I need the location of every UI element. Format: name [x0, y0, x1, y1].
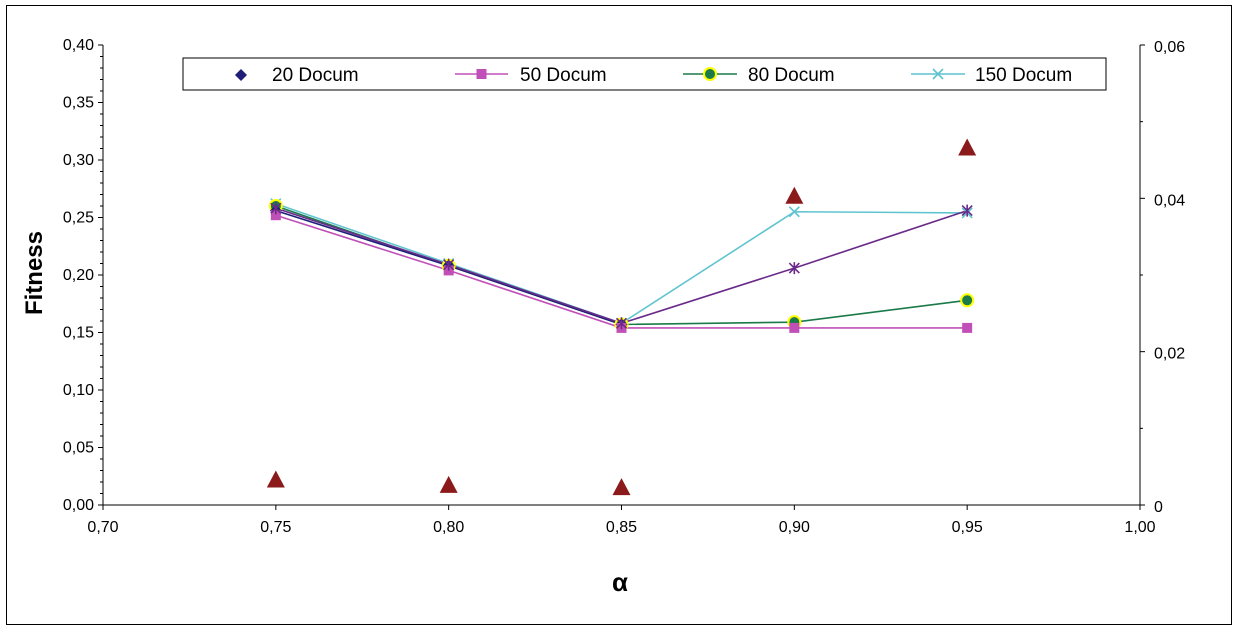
x-tick-label: 0,75	[260, 519, 291, 536]
data-point-4	[788, 262, 800, 275]
series-line-2	[275, 205, 968, 326]
y-tick-label: 0,10	[63, 382, 94, 399]
y-tick-label: 0,25	[63, 210, 94, 227]
legend-label: 150 Docum	[975, 65, 1072, 86]
x-tick-label: 0,80	[433, 519, 464, 536]
legend: 20 Docum 50 Docum 80 Docum 150 Docum	[182, 57, 1107, 91]
series-line-3	[275, 202, 968, 325]
y2-tick-label: 0,06	[1154, 39, 1185, 56]
legend-label: 80 Docum	[748, 65, 835, 86]
data-point-5	[439, 475, 458, 493]
y2-tick-label: 0	[1154, 499, 1163, 516]
data-point-1	[789, 322, 800, 333]
data-point-5	[785, 186, 804, 204]
x-tick-label: 0,85	[606, 519, 637, 536]
y-tick-label: 0,20	[63, 267, 94, 284]
series-markers	[266, 138, 977, 496]
y-tick-label: 0,15	[63, 325, 94, 342]
x-tick-label: 1,00	[1124, 519, 1155, 536]
data-point-5	[266, 470, 285, 488]
legend-swatch-marker	[235, 69, 247, 81]
y-tick-label: 0,00	[63, 497, 94, 514]
data-point-1	[962, 322, 973, 333]
data-point-5	[612, 478, 631, 496]
ticks: 0,00 0,05 0,10 0,15 0,20 0,25 0,30 0,35 0,40 0 0,0…	[63, 37, 1185, 536]
data-point-2	[960, 293, 975, 308]
data-point-4	[443, 258, 455, 271]
y-tick-label: 0,35	[63, 95, 94, 112]
x-tick-label: 0,70	[87, 519, 118, 536]
x-tick-label: 0,95	[952, 519, 983, 536]
legend-label: 50 Docum	[520, 65, 607, 86]
x-tick-label: 0,90	[779, 519, 810, 536]
y-axis-title: Fitness	[21, 231, 48, 315]
y-tick-label: 0,30	[63, 152, 94, 169]
legend-swatch-marker	[476, 69, 487, 79]
data-point-5	[958, 138, 977, 156]
series-lines	[275, 202, 968, 329]
y-tick-label: 0,40	[63, 37, 94, 54]
data-point-1	[270, 210, 281, 221]
y2-tick-label: 0,02	[1154, 346, 1185, 363]
series-line-4	[275, 207, 968, 325]
data-point-4	[615, 317, 628, 330]
data-point-4	[270, 202, 282, 215]
data-point-4	[961, 204, 973, 217]
data-point-3	[788, 206, 800, 218]
legend-swatch-marker	[932, 68, 944, 80]
x-axis-title: α	[612, 567, 628, 597]
y-tick-label: 0,05	[63, 440, 94, 457]
legend-label: 20 Docum	[272, 65, 359, 86]
y2-tick-label: 0,04	[1154, 192, 1185, 209]
legend-swatch-marker	[703, 67, 717, 81]
chart-frame	[6, 5, 1232, 625]
axes	[102, 45, 1141, 506]
series-line-1	[275, 214, 968, 329]
